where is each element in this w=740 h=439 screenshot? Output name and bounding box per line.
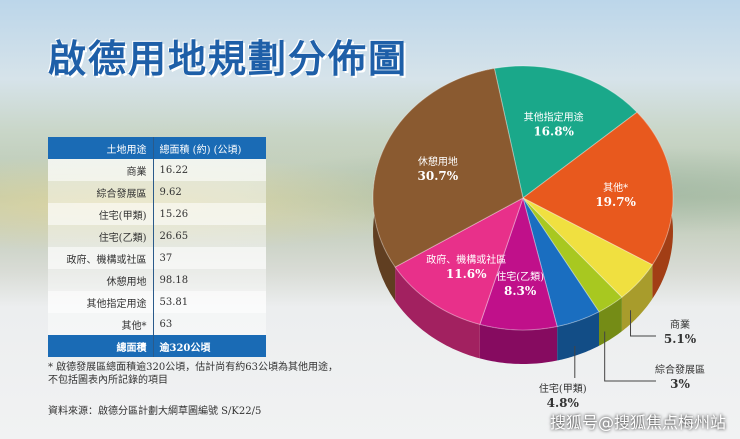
cell-area: 37 (153, 247, 266, 269)
pie-slice-side (557, 311, 599, 361)
pie-slice-side (621, 264, 653, 332)
leader-line (604, 331, 656, 382)
source-note: 資料來源：啟德分區計劃大綱草圖編號 S/K22/5 (48, 406, 262, 417)
cell-use: 住宅(乙類) (48, 225, 154, 247)
pie-slice (394, 196, 524, 326)
table-row: 休憩用地 98.18 (48, 269, 266, 291)
pie-slice-side (479, 324, 558, 364)
cell-area: 63 (153, 313, 266, 335)
slice-label: 休憩用地 (418, 155, 458, 168)
table-row: 其他* 63 (48, 313, 266, 335)
footnote: * 啟德發展區總面積逾320公頃，估計尚有約63公頃為其他用途，不包括圖表內所記… (48, 362, 338, 386)
cell-use: 其他* (48, 313, 154, 335)
slice-value-label: 11.6% (446, 267, 487, 281)
slice-value-label: 19.7% (595, 195, 636, 209)
slice-label: 住宅(乙類) (496, 270, 544, 283)
header-use: 土地用途 (48, 137, 154, 159)
cell-use: 商業 (48, 159, 154, 181)
slice-label: 綜合發展區 (655, 363, 705, 376)
total-row: 總面積 逾320公頃 (48, 335, 266, 357)
table-row: 住宅(甲類) 15.26 (48, 203, 266, 225)
cell-use: 政府、機構或社區 (48, 247, 154, 269)
table-row: 商業 16.22 (48, 159, 266, 181)
slice-value-label: 30.7% (418, 169, 459, 183)
slice-value-label: 4.8% (547, 396, 580, 410)
pie-slice (522, 197, 623, 313)
slice-label: 其他指定用途 (524, 111, 584, 124)
slice-value-label: 3% (670, 377, 690, 391)
cell-use: 其他指定用途 (48, 291, 154, 313)
leader-line (630, 310, 656, 337)
pie-slice (522, 197, 654, 298)
page-title: 啟德用地規劃分佈圖 (48, 37, 409, 81)
slice-label: 其他* (603, 181, 628, 194)
total-value: 逾320公頃 (153, 335, 266, 357)
table-row: 住宅(乙類) 26.65 (48, 225, 266, 247)
pie-slice-side (395, 267, 480, 359)
slice-value-label: 5.1% (664, 332, 697, 346)
table-row: 其他指定用途 53.81 (48, 291, 266, 313)
pie-slice (522, 111, 674, 266)
slice-label: 商業 (670, 318, 690, 331)
pie-slice (372, 67, 524, 268)
cell-area: 53.81 (153, 291, 266, 313)
slice-value-label: 16.8% (533, 125, 574, 139)
cell-area: 15.26 (153, 203, 266, 225)
pie-slice (479, 196, 558, 331)
header-area: 總面積 (約) (公頃) (153, 137, 266, 159)
slice-label: 住宅(甲類) (539, 382, 587, 395)
watermark: 搜狐号@搜狐焦点梅州站 (549, 413, 726, 432)
cell-area: 16.22 (153, 159, 266, 181)
slice-label: 政府、機構或社區 (426, 253, 506, 266)
cell-area: 9.62 (153, 181, 266, 203)
cell-area: 26.65 (153, 225, 266, 247)
table-row: 綜合發展區 9.62 (48, 181, 266, 203)
slice-value-label: 8.3% (504, 284, 537, 298)
cell-use: 住宅(甲類) (48, 203, 154, 225)
cell-use: 休憩用地 (48, 269, 154, 291)
pie-slice (522, 197, 600, 328)
cell-area: 98.18 (153, 269, 266, 291)
cell-use: 綜合發展區 (48, 181, 154, 203)
pie-slice (493, 65, 638, 199)
table-row: 政府、機構或社區 37 (48, 247, 266, 269)
land-use-table: 土地用途 總面積 (約) (公頃) 商業 16.22 綜合發展區 9.62 住宅(甲類) 1… (48, 137, 266, 357)
total-label: 總面積 (48, 335, 154, 357)
